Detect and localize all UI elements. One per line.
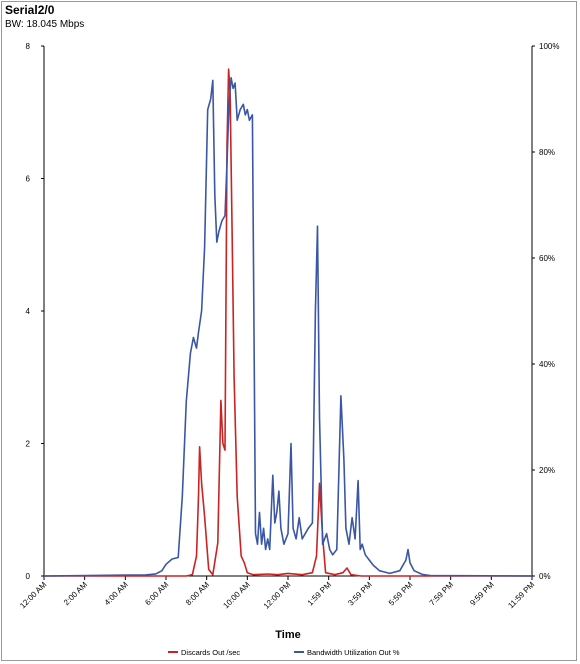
chart-legend: Discards Out /sec Bandwidth Utilization O… [168,648,400,657]
chart-series [43,68,533,577]
x-tick-label: 10:00 AM [221,580,252,611]
y-right-tick-label: 80% [539,148,555,157]
x-tick-label: 1:59 PM [306,580,334,608]
chart-title: Serial2/0 [5,3,55,17]
chart-subtitle: BW: 18.045 Mbps [5,19,85,30]
x-tick-label: 12:00 AM [18,580,49,611]
legend-label-1: Bandwidth Utilization Out % [307,648,400,657]
y-right-tick-label: 60% [539,254,555,263]
y-right-tick-label: 0% [539,572,551,581]
y-right-tick-label: 40% [539,360,555,369]
x-tick-label: 6:00 AM [143,580,170,607]
legend-label-0: Discards Out /sec [181,648,240,657]
x-tick-label: 11:59 PM [506,580,536,610]
x-tick-label: 2:00 AM [62,580,89,607]
x-tick-label: 3:59 PM [346,580,374,608]
x-tick-label: 12:00 PM [262,580,293,611]
x-axis-title: Time [275,629,300,641]
x-tick-label: 7:59 PM [428,580,456,608]
x-tick-label: 9:59 PM [468,580,496,608]
y-left-tick-label: 8 [26,42,31,51]
x-tick-label: 4:00 AM [103,580,130,607]
y-left-tick-label: 4 [26,307,31,316]
y-left-tick-label: 6 [26,175,31,184]
x-tick-label: 5:59 PM [387,580,415,608]
y-right-tick-label: 100% [539,42,559,51]
y-left-tick-label: 0 [26,572,31,581]
series-line-0 [44,68,532,577]
x-tick-label: 8:00 AM [184,580,211,607]
series-line-1 [43,77,533,577]
y-right-tick-label: 20% [539,466,555,475]
y-left-tick-label: 2 [26,440,31,449]
